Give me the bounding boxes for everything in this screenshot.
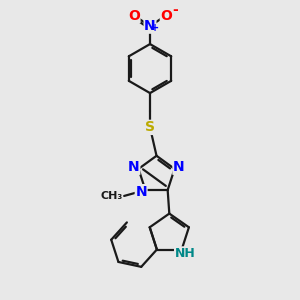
- Text: O: O: [160, 9, 172, 23]
- Text: N: N: [135, 185, 147, 199]
- Text: CH₃: CH₃: [100, 191, 122, 201]
- Text: N: N: [144, 19, 156, 33]
- Text: O: O: [128, 9, 140, 23]
- Text: N: N: [173, 160, 184, 174]
- Text: +: +: [152, 23, 160, 33]
- Text: S: S: [145, 120, 155, 134]
- Text: -: -: [172, 3, 178, 17]
- Text: NH: NH: [175, 247, 195, 260]
- Text: N: N: [128, 160, 140, 174]
